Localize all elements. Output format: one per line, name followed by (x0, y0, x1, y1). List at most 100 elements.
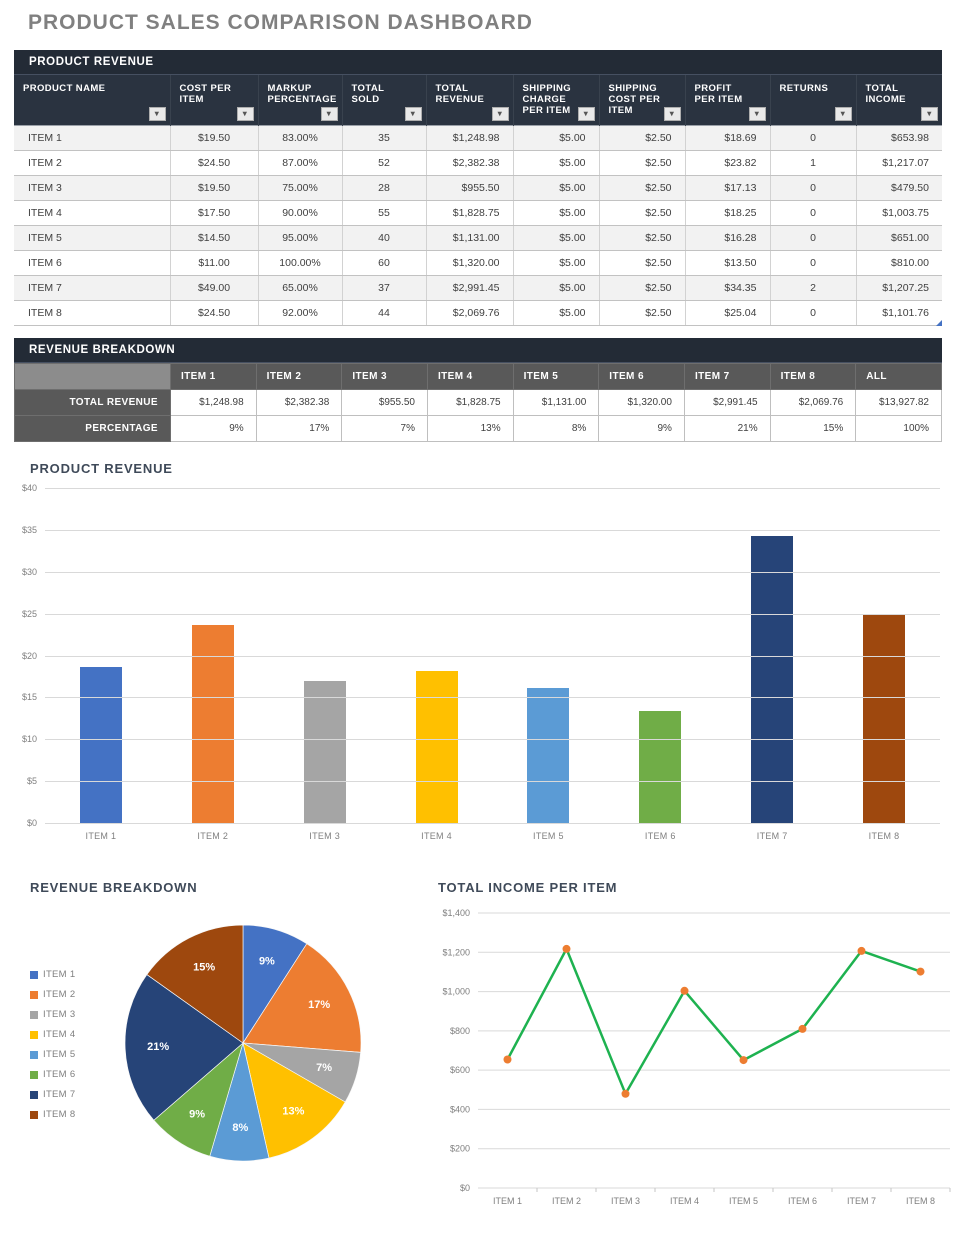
table-cell[interactable]: ITEM 8 (14, 300, 171, 326)
table-cell[interactable]: $2.50 (599, 275, 686, 301)
table-cell[interactable]: 0 (770, 200, 857, 226)
breakdown-column-header-item-1[interactable]: ITEM 1 (170, 363, 257, 390)
filter-dropdown-icon[interactable]: ▾ (577, 106, 595, 121)
table-cell[interactable]: 60 (342, 250, 427, 276)
filter-dropdown-icon[interactable]: ▾ (320, 106, 338, 121)
table-cell[interactable]: 8% (512, 415, 600, 442)
table-cell[interactable]: $1,131.00 (426, 225, 514, 251)
filter-dropdown-icon[interactable]: ▾ (834, 106, 852, 121)
column-header-shipping-charge-per-item[interactable]: SHIPPING CHARGE PER ITEM ▾ (513, 75, 600, 125)
table-cell[interactable]: $5.00 (513, 300, 600, 326)
table-cell[interactable]: $5.00 (513, 250, 600, 276)
table-cell[interactable]: $49.00 (170, 275, 259, 301)
table-cell[interactable]: $1,828.75 (426, 389, 514, 416)
filter-dropdown-icon[interactable]: ▾ (748, 106, 766, 121)
table-cell[interactable]: $2,069.76 (769, 389, 857, 416)
table-cell[interactable]: $1,101.76 (856, 300, 942, 326)
table-cell[interactable]: $34.35 (685, 275, 771, 301)
filter-dropdown-icon[interactable]: ▾ (236, 106, 254, 121)
table-cell[interactable]: ITEM 4 (14, 200, 171, 226)
table-cell[interactable]: $13.50 (685, 250, 771, 276)
table-cell[interactable]: 87.00% (258, 150, 343, 176)
table-cell[interactable]: ITEM 5 (14, 225, 171, 251)
table-cell[interactable]: $2,382.38 (255, 389, 343, 416)
table-cell[interactable]: $16.28 (685, 225, 771, 251)
table-cell[interactable]: $24.50 (170, 150, 259, 176)
table-cell[interactable]: $651.00 (856, 225, 942, 251)
table-cell[interactable]: $5.00 (513, 275, 600, 301)
table-cell[interactable]: ITEM 2 (14, 150, 171, 176)
table-cell[interactable]: 0 (770, 124, 857, 151)
filter-dropdown-icon[interactable]: ▾ (921, 106, 938, 121)
table-cell[interactable]: ITEM 1 (14, 124, 171, 151)
table-cell[interactable]: 7% (341, 415, 428, 442)
table-cell[interactable]: $2.50 (599, 200, 686, 226)
breakdown-column-header-item-3[interactable]: ITEM 3 (341, 363, 428, 390)
filter-dropdown-icon[interactable]: ▾ (491, 106, 509, 121)
table-cell[interactable]: 95.00% (258, 225, 343, 251)
table-cell[interactable]: 15% (769, 415, 857, 442)
table-cell[interactable]: 21% (683, 415, 771, 442)
table-cell[interactable]: $18.69 (685, 124, 771, 151)
table-cell[interactable]: 55 (342, 200, 427, 226)
table-cell[interactable]: ITEM 7 (14, 275, 171, 301)
column-header-cost-per-item[interactable]: COST PER ITEM ▾ (170, 75, 259, 125)
breakdown-column-header-item-2[interactable]: ITEM 2 (255, 363, 343, 390)
table-cell[interactable]: ITEM 3 (14, 175, 171, 201)
table-cell[interactable]: 83.00% (258, 124, 343, 151)
column-header-returns[interactable]: RETURNS ▾ (770, 75, 857, 125)
table-cell[interactable]: 17% (255, 415, 343, 442)
table-cell[interactable]: $955.50 (341, 389, 428, 416)
table-cell[interactable]: $2.50 (599, 250, 686, 276)
table-cell[interactable]: $1,217.07 (856, 150, 942, 176)
table-cell[interactable]: $23.82 (685, 150, 771, 176)
column-header-shipping-cost-per-item[interactable]: SHIPPING COST PER ITEM ▾ (599, 75, 686, 125)
filter-dropdown-icon[interactable]: ▾ (148, 106, 166, 121)
table-cell[interactable]: 75.00% (258, 175, 343, 201)
table-cell[interactable]: 52 (342, 150, 427, 176)
table-cell[interactable]: $5.00 (513, 124, 600, 151)
filter-dropdown-icon[interactable]: ▾ (663, 106, 681, 121)
table-cell[interactable]: $5.00 (513, 175, 600, 201)
table-cell[interactable]: $17.13 (685, 175, 771, 201)
table-cell[interactable]: $2,991.45 (426, 275, 514, 301)
table-cell[interactable]: 9% (170, 415, 257, 442)
table-cell[interactable]: 90.00% (258, 200, 343, 226)
breakdown-column-header-item-6[interactable]: ITEM 6 (598, 363, 685, 390)
table-cell[interactable]: $5.00 (513, 225, 600, 251)
table-cell[interactable]: $1,131.00 (512, 389, 600, 416)
table-cell[interactable]: $1,248.98 (170, 389, 257, 416)
table-cell[interactable]: 35 (342, 124, 427, 151)
table-cell[interactable]: $1,248.98 (426, 124, 514, 151)
table-cell[interactable]: $14.50 (170, 225, 259, 251)
column-header-total-sold[interactable]: TOTAL SOLD ▾ (342, 75, 427, 125)
table-cell[interactable]: 9% (598, 415, 685, 442)
table-cell[interactable]: ITEM 6 (14, 250, 171, 276)
table-cell[interactable]: $2,382.38 (426, 150, 514, 176)
table-cell[interactable]: $25.04 (685, 300, 771, 326)
table-cell[interactable]: $5.00 (513, 150, 600, 176)
column-header-total-revenue[interactable]: TOTAL REVENUE ▾ (426, 75, 514, 125)
table-cell[interactable]: $2.50 (599, 300, 686, 326)
column-header-markup-percentage[interactable]: MARKUP PERCENTAGE ▾ (258, 75, 343, 125)
table-cell[interactable]: $24.50 (170, 300, 259, 326)
table-cell[interactable]: $17.50 (170, 200, 259, 226)
table-cell[interactable]: 2 (770, 275, 857, 301)
table-cell[interactable]: 40 (342, 225, 427, 251)
table-cell[interactable]: $2,991.45 (683, 389, 771, 416)
table-cell[interactable]: 0 (770, 250, 857, 276)
breakdown-column-header-item-5[interactable]: ITEM 5 (512, 363, 600, 390)
breakdown-column-header-item-7[interactable]: ITEM 7 (683, 363, 771, 390)
breakdown-column-header-item-4[interactable]: ITEM 4 (426, 363, 514, 390)
table-cell[interactable]: 44 (342, 300, 427, 326)
table-cell[interactable]: 100% (855, 415, 942, 442)
breakdown-column-header-item-8[interactable]: ITEM 8 (769, 363, 857, 390)
table-cell[interactable]: 0 (770, 175, 857, 201)
table-cell[interactable]: $1,828.75 (426, 200, 514, 226)
table-cell[interactable]: $19.50 (170, 124, 259, 151)
table-cell[interactable]: $810.00 (856, 250, 942, 276)
table-cell[interactable]: 0 (770, 225, 857, 251)
table-cell[interactable]: $19.50 (170, 175, 259, 201)
table-cell[interactable]: $2,069.76 (426, 300, 514, 326)
table-cell[interactable]: $2.50 (599, 225, 686, 251)
